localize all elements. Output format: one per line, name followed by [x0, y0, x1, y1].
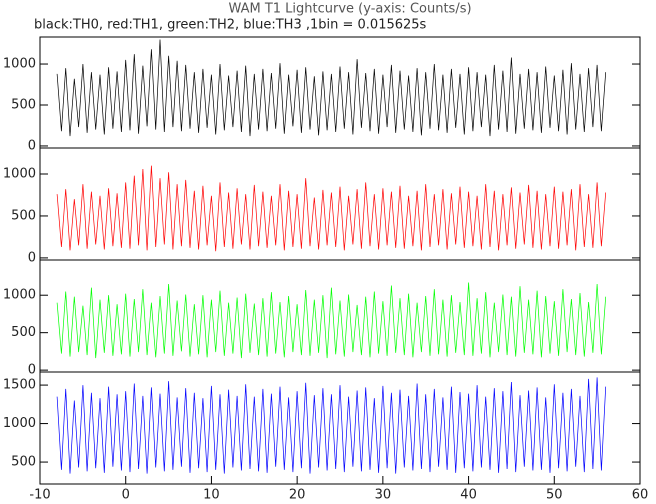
- lightcurve: [56, 165, 607, 252]
- y-tick-label: 1500: [3, 378, 36, 393]
- panel-frame: [39, 371, 641, 485]
- y-tick-label: 0: [28, 363, 36, 378]
- y-tick-label: 1000: [3, 288, 36, 303]
- lightcurve: [56, 377, 607, 474]
- y-tick-label: 1000: [3, 167, 36, 182]
- x-tick-label: 0: [122, 488, 130, 503]
- y-tick-label: 0: [28, 138, 36, 153]
- y-tick-label: 1000: [3, 416, 36, 431]
- lightcurve: [56, 39, 607, 137]
- y-tick-label: 500: [11, 325, 36, 340]
- x-tick-label: -10: [29, 488, 50, 503]
- x-tick-label: 20: [289, 488, 306, 503]
- lightcurve: [56, 282, 607, 359]
- y-tick-label: 500: [11, 455, 36, 470]
- y-tick-label: 500: [11, 97, 36, 112]
- x-tick-label: 30: [375, 488, 392, 503]
- y-tick-label: 0: [28, 250, 36, 265]
- x-tick-label: 60: [632, 488, 649, 503]
- y-tick-label: 1000: [3, 57, 36, 72]
- panel-frame: [39, 36, 641, 149]
- x-tick-label: 50: [546, 488, 563, 503]
- chart-subtitle: black:TH0, red:TH1, green:TH2, blue:TH3 …: [34, 18, 427, 33]
- x-tick-label: 10: [203, 488, 220, 503]
- y-tick-label: 500: [11, 208, 36, 223]
- chart-title: WAM T1 Lightcurve (y-axis: Counts/s): [228, 2, 471, 17]
- x-tick-label: 40: [460, 488, 477, 503]
